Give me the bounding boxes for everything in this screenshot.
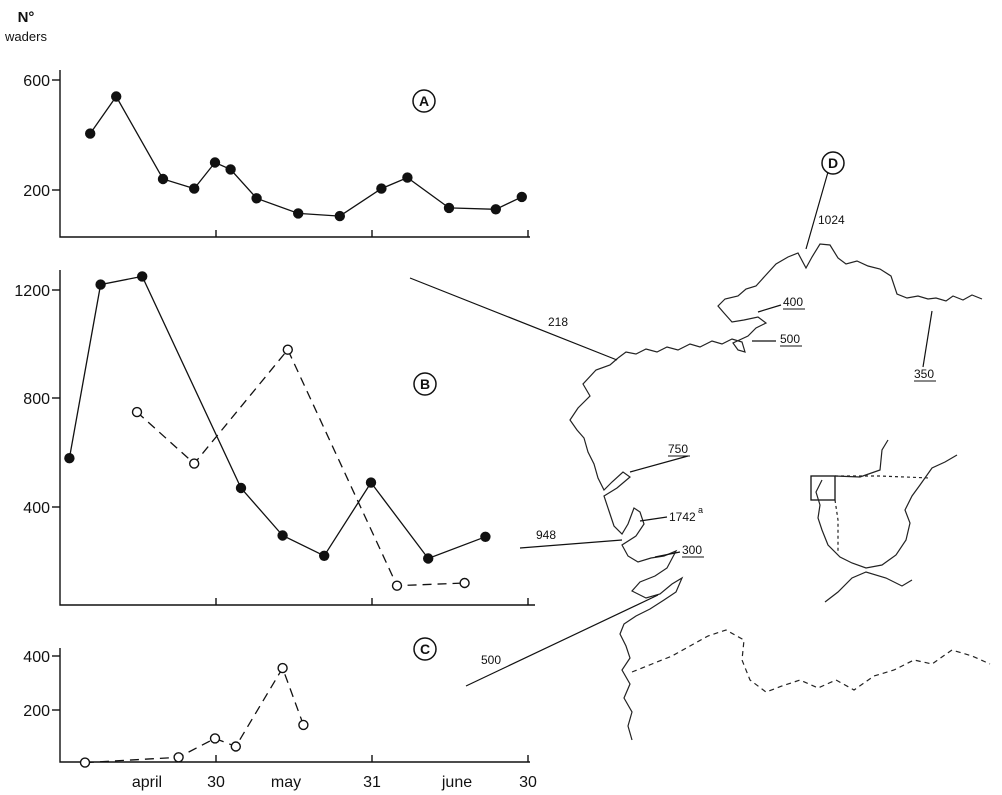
panel-a-series-1-point-9 xyxy=(334,210,345,222)
map-label-1024: 1024 xyxy=(818,213,845,227)
panel-b-series-1-point-6 xyxy=(319,550,330,561)
panel-b-series-2-point-4 xyxy=(391,580,403,591)
map-label-750: 750 xyxy=(668,442,688,456)
panel-b-axes: 1200 800 400 xyxy=(14,270,535,606)
map-label-400: 400 xyxy=(783,295,803,309)
panel-c-series-1-point-2 xyxy=(173,752,184,763)
panel-c-ytick-200: 200 xyxy=(23,703,50,720)
map-label-1742-superscript: a xyxy=(698,505,703,515)
coastline-west xyxy=(569,357,684,741)
xtick-30-june: 30 xyxy=(519,774,537,791)
panel-b-series-1-point-5 xyxy=(277,530,288,541)
panel-b-series-1-point-2 xyxy=(95,279,106,290)
svg-text:B: B xyxy=(420,376,430,392)
inset-map xyxy=(810,439,958,603)
panel-b-series-1-point-4 xyxy=(235,482,247,494)
panel-b-series-1-point-9 xyxy=(480,531,491,542)
panel-a-series-1-point-10 xyxy=(376,183,387,194)
panel-d-label: D xyxy=(821,151,845,175)
panel-c-series-1-line xyxy=(84,666,305,764)
y-heading-waders: waders xyxy=(4,29,47,44)
y-heading-n: N° xyxy=(18,9,35,26)
panel-a-ytick-600: 600 xyxy=(23,73,50,90)
panel-b-series-2-point-1 xyxy=(131,406,143,418)
panel-b-series-1-point-7 xyxy=(365,477,377,488)
panel-c-series-1-point-4 xyxy=(230,741,242,752)
panel-b-series-1-line xyxy=(68,275,486,560)
panel-a-series-1-point-5 xyxy=(209,157,221,168)
panel-a-series-1-point-6 xyxy=(225,164,236,175)
panel-c-series-1-point-5 xyxy=(277,662,288,674)
map-label-350: 350 xyxy=(914,367,934,381)
panel-b-series-2-point-3 xyxy=(282,344,293,355)
xtick-may: may xyxy=(271,774,301,791)
map-label-948: 948 xyxy=(536,528,556,542)
xtick-april: april xyxy=(132,774,162,791)
map-label-218: 218 xyxy=(548,315,568,329)
panel-c-axes: 400 200 xyxy=(23,648,530,763)
panel-c-series-1-point-1 xyxy=(79,757,91,768)
panel-c-series-1-point-6 xyxy=(298,719,309,731)
panel-a-series-1-point-3 xyxy=(157,173,169,185)
panel-a-ytick-200: 200 xyxy=(23,183,50,200)
panel-b-series-1-point-8 xyxy=(423,553,434,564)
x-tick-labels: april 30 may 31 june 30 xyxy=(132,774,537,791)
panel-b-ytick-400: 400 xyxy=(23,500,50,517)
panel-b-series-1-point-1 xyxy=(64,453,75,464)
svg-text:A: A xyxy=(419,93,429,109)
xtick-30-april: 30 xyxy=(207,774,225,791)
coastline-north xyxy=(617,243,983,359)
panel-c-label: C xyxy=(413,637,437,661)
panel-b-ytick-800: 800 xyxy=(23,391,50,408)
panel-a-label: A xyxy=(412,89,436,113)
panel-b-label: B xyxy=(413,372,437,396)
panel-b-ytick-1200: 1200 xyxy=(14,283,50,300)
coast-map xyxy=(569,243,991,741)
panel-a-series-1-line xyxy=(89,95,523,217)
border-dashed xyxy=(631,629,991,693)
panel-b-series-2-point-5 xyxy=(459,577,470,589)
panel-b-series-2-point-2 xyxy=(188,458,200,469)
map-label-300: 300 xyxy=(682,543,702,557)
panel-b-series-1-point-3 xyxy=(136,271,148,282)
panel-a-axes: 600 200 xyxy=(23,70,530,238)
panel-a-series-1-point-13 xyxy=(490,204,501,215)
panel-a-series-1-point-8 xyxy=(293,208,304,219)
panel-a-series-1-point-2 xyxy=(110,91,122,102)
xtick-june: june xyxy=(441,774,472,791)
map-label-500-north: 500 xyxy=(780,332,800,346)
map-label-500-south: 500 xyxy=(481,653,501,667)
map-label-1742: 1742 xyxy=(669,510,696,524)
panel-b-series-2-line xyxy=(136,348,465,587)
panel-a-series-1-point-14 xyxy=(516,191,527,203)
map-labels: 1024 400 500 218 350 750 1742 a 948 300 … xyxy=(481,213,936,667)
panel-a-series-1-point-11 xyxy=(402,172,413,183)
panel-a-series-1-point-1 xyxy=(84,128,96,139)
panel-a-series-1-point-12 xyxy=(443,202,455,214)
panel-a-series-1-point-4 xyxy=(188,183,200,194)
svg-text:C: C xyxy=(420,641,430,657)
xtick-31-may: 31 xyxy=(363,774,381,791)
panel-a-series-1-point-7 xyxy=(251,193,262,204)
panel-c-ytick-400: 400 xyxy=(23,649,50,666)
chart-marks xyxy=(64,91,527,768)
map-pointers xyxy=(409,171,933,687)
svg-text:D: D xyxy=(828,155,838,171)
panel-c-series-1-point-3 xyxy=(209,733,221,744)
